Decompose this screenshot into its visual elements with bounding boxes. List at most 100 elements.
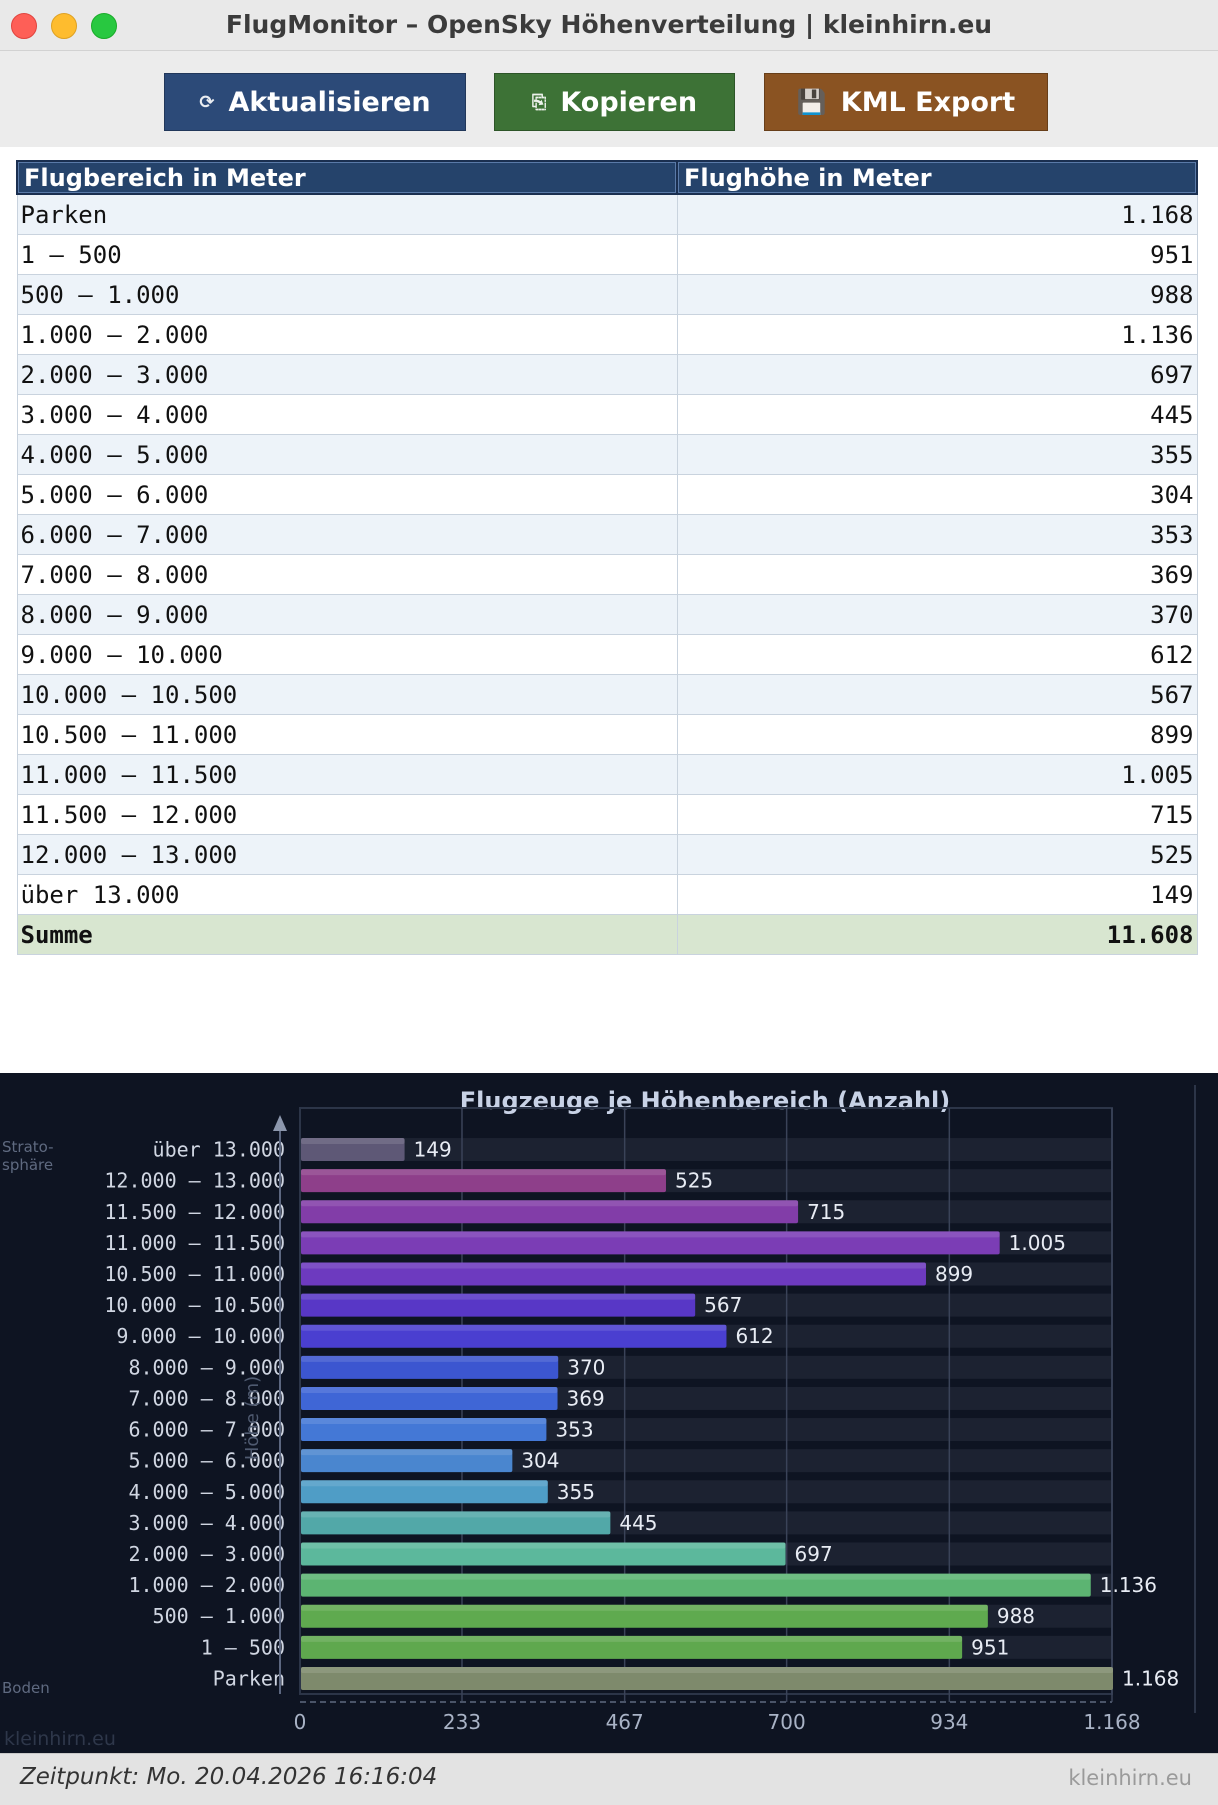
- cell-count: 369: [676, 554, 1198, 595]
- table-row[interactable]: 6.000 – 7.000 353: [16, 514, 1198, 555]
- category-label: 6.000 – 7.000: [128, 1418, 285, 1442]
- bar-value-label: 715: [807, 1200, 845, 1224]
- chart-panel: Flugzeuge je Höhenbereich (Anzahl) 1.168 P…: [0, 1073, 1218, 1753]
- x-tick-label: 1.168: [1083, 1710, 1140, 1734]
- cell-count: 715: [676, 794, 1198, 835]
- bar: [301, 1449, 513, 1473]
- table-row[interactable]: 11.000 – 11.500 1.005: [16, 754, 1198, 795]
- cell-range: 1 – 500: [16, 234, 678, 275]
- table-area: Flugbereich in Meter Flughöhe in Meter P…: [0, 147, 1218, 1073]
- table-row[interactable]: 4.000 – 5.000 355: [16, 434, 1198, 475]
- bar: [301, 1604, 988, 1628]
- category-label: 1 – 500: [201, 1635, 285, 1659]
- cell-range: 2.000 – 3.000: [16, 354, 678, 395]
- bar-highlight: [301, 1355, 559, 1362]
- x-tick-label: 0: [294, 1710, 307, 1734]
- cell-count: 951: [676, 234, 1198, 275]
- table-row[interactable]: 10.000 – 10.500 567: [16, 674, 1198, 715]
- cell-count: 370: [676, 594, 1198, 635]
- cell-count: 1.168: [676, 193, 1198, 235]
- bar-value-label: 353: [555, 1418, 593, 1442]
- category-label: 11.000 – 11.500: [104, 1231, 285, 1255]
- cell-count: 1.005: [676, 754, 1198, 795]
- cell-range: 10.500 – 11.000: [16, 714, 678, 755]
- bar: [301, 1200, 799, 1224]
- table-row[interactable]: 9.000 – 10.000 612: [16, 634, 1198, 675]
- zoom-window-button[interactable]: [91, 13, 117, 39]
- bar-value-label: 899: [935, 1262, 973, 1286]
- bar-highlight: [301, 1511, 611, 1518]
- cell-range: 3.000 – 4.000: [16, 394, 678, 435]
- bar: [301, 1169, 666, 1193]
- cell-count: 567: [676, 674, 1198, 715]
- table-row[interactable]: 11.500 – 12.000 715: [16, 794, 1198, 835]
- chart-watermark: kleinhirn.eu: [4, 1728, 116, 1750]
- bar: [301, 1635, 963, 1659]
- table-row[interactable]: 12.000 – 13.000 525: [16, 834, 1198, 875]
- bar-value-label: 304: [521, 1449, 559, 1473]
- bar-value-label: 370: [567, 1355, 605, 1379]
- bar-value-label: 951: [971, 1635, 1009, 1659]
- x-tick-label: 700: [768, 1710, 806, 1734]
- cell-count: 525: [676, 834, 1198, 875]
- bar-highlight: [301, 1418, 547, 1425]
- kml-export-button-label: KML Export: [840, 86, 1016, 118]
- kml-export-button[interactable]: 💾 KML Export: [764, 73, 1048, 131]
- bar-highlight: [301, 1666, 1113, 1673]
- bar: [301, 1262, 926, 1286]
- table-row[interactable]: 1.000 – 2.000 1.136: [16, 314, 1198, 355]
- cell-range: 4.000 – 5.000: [16, 434, 678, 475]
- bar-value-label: 1.168: [1122, 1666, 1179, 1690]
- table-row[interactable]: 1 – 500 951: [16, 234, 1198, 275]
- category-label: 4.000 – 5.000: [128, 1480, 285, 1504]
- bar-highlight: [301, 1635, 963, 1642]
- column-header-count[interactable]: Flughöhe in Meter: [676, 160, 1198, 195]
- refresh-button-label: Aktualisieren: [228, 86, 431, 118]
- bar-highlight: [301, 1573, 1091, 1580]
- table-header-row: Flugbereich in Meter Flughöhe in Meter: [16, 160, 1198, 195]
- bar-highlight: [301, 1324, 727, 1331]
- copy-button[interactable]: ⎘ Kopieren: [494, 73, 735, 131]
- cell-count: 353: [676, 514, 1198, 555]
- altitude-arrow-icon: [273, 1115, 287, 1131]
- copy-button-label: Kopieren: [560, 86, 698, 118]
- close-window-button[interactable]: [11, 13, 37, 39]
- category-label: 12.000 – 13.000: [104, 1169, 285, 1193]
- bar-value-label: 612: [735, 1324, 773, 1348]
- bar-highlight: [301, 1449, 513, 1456]
- bar-highlight: [301, 1262, 926, 1269]
- bar-highlight: [301, 1542, 786, 1549]
- minimize-window-button[interactable]: [51, 13, 77, 39]
- table-row[interactable]: 3.000 – 4.000 445: [16, 394, 1198, 435]
- refresh-button[interactable]: ⟳ Aktualisieren: [164, 73, 466, 131]
- bar-highlight: [301, 1231, 1000, 1238]
- category-label: 7.000 – 8.000: [128, 1386, 285, 1410]
- bar: [301, 1293, 696, 1317]
- cell-count: 988: [676, 274, 1198, 315]
- title-bar: FlugMonitor – OpenSky Höhenverteilung | …: [0, 0, 1218, 51]
- table-row[interactable]: über 13.000 149: [16, 874, 1198, 915]
- table-row[interactable]: 500 – 1.000 988: [16, 274, 1198, 315]
- table-row[interactable]: 7.000 – 8.000 369: [16, 554, 1198, 595]
- column-header-range[interactable]: Flugbereich in Meter: [16, 160, 678, 195]
- bar-highlight: [301, 1386, 558, 1393]
- bar-value-label: 445: [619, 1511, 657, 1535]
- bar-highlight: [301, 1604, 988, 1611]
- copy-icon: ⎘: [531, 91, 547, 113]
- table-row[interactable]: 5.000 – 6.000 304: [16, 474, 1198, 515]
- cell-range: 1.000 – 2.000: [16, 314, 678, 355]
- cell-range: 12.000 – 13.000: [16, 834, 678, 875]
- bar-value-label: 697: [795, 1542, 833, 1566]
- cell-range: 8.000 – 9.000: [16, 594, 678, 635]
- table-row[interactable]: Parken 1.168: [16, 193, 1198, 235]
- stratosphere-label: Strato-: [2, 1138, 54, 1156]
- table-row[interactable]: 8.000 – 9.000 370: [16, 594, 1198, 635]
- table-row[interactable]: 2.000 – 3.000 697: [16, 354, 1198, 395]
- bar-value-label: 1.005: [1009, 1231, 1066, 1255]
- toolbar: ⟳ Aktualisieren ⎘ Kopieren 💾 KML Export: [0, 51, 1218, 147]
- cell-range: über 13.000: [16, 874, 678, 915]
- altitude-distribution-table: Flugbereich in Meter Flughöhe in Meter P…: [16, 160, 1198, 955]
- cell-range: 5.000 – 6.000: [16, 474, 678, 515]
- table-row[interactable]: 10.500 – 11.000 899: [16, 714, 1198, 755]
- bar-value-label: 149: [414, 1138, 452, 1162]
